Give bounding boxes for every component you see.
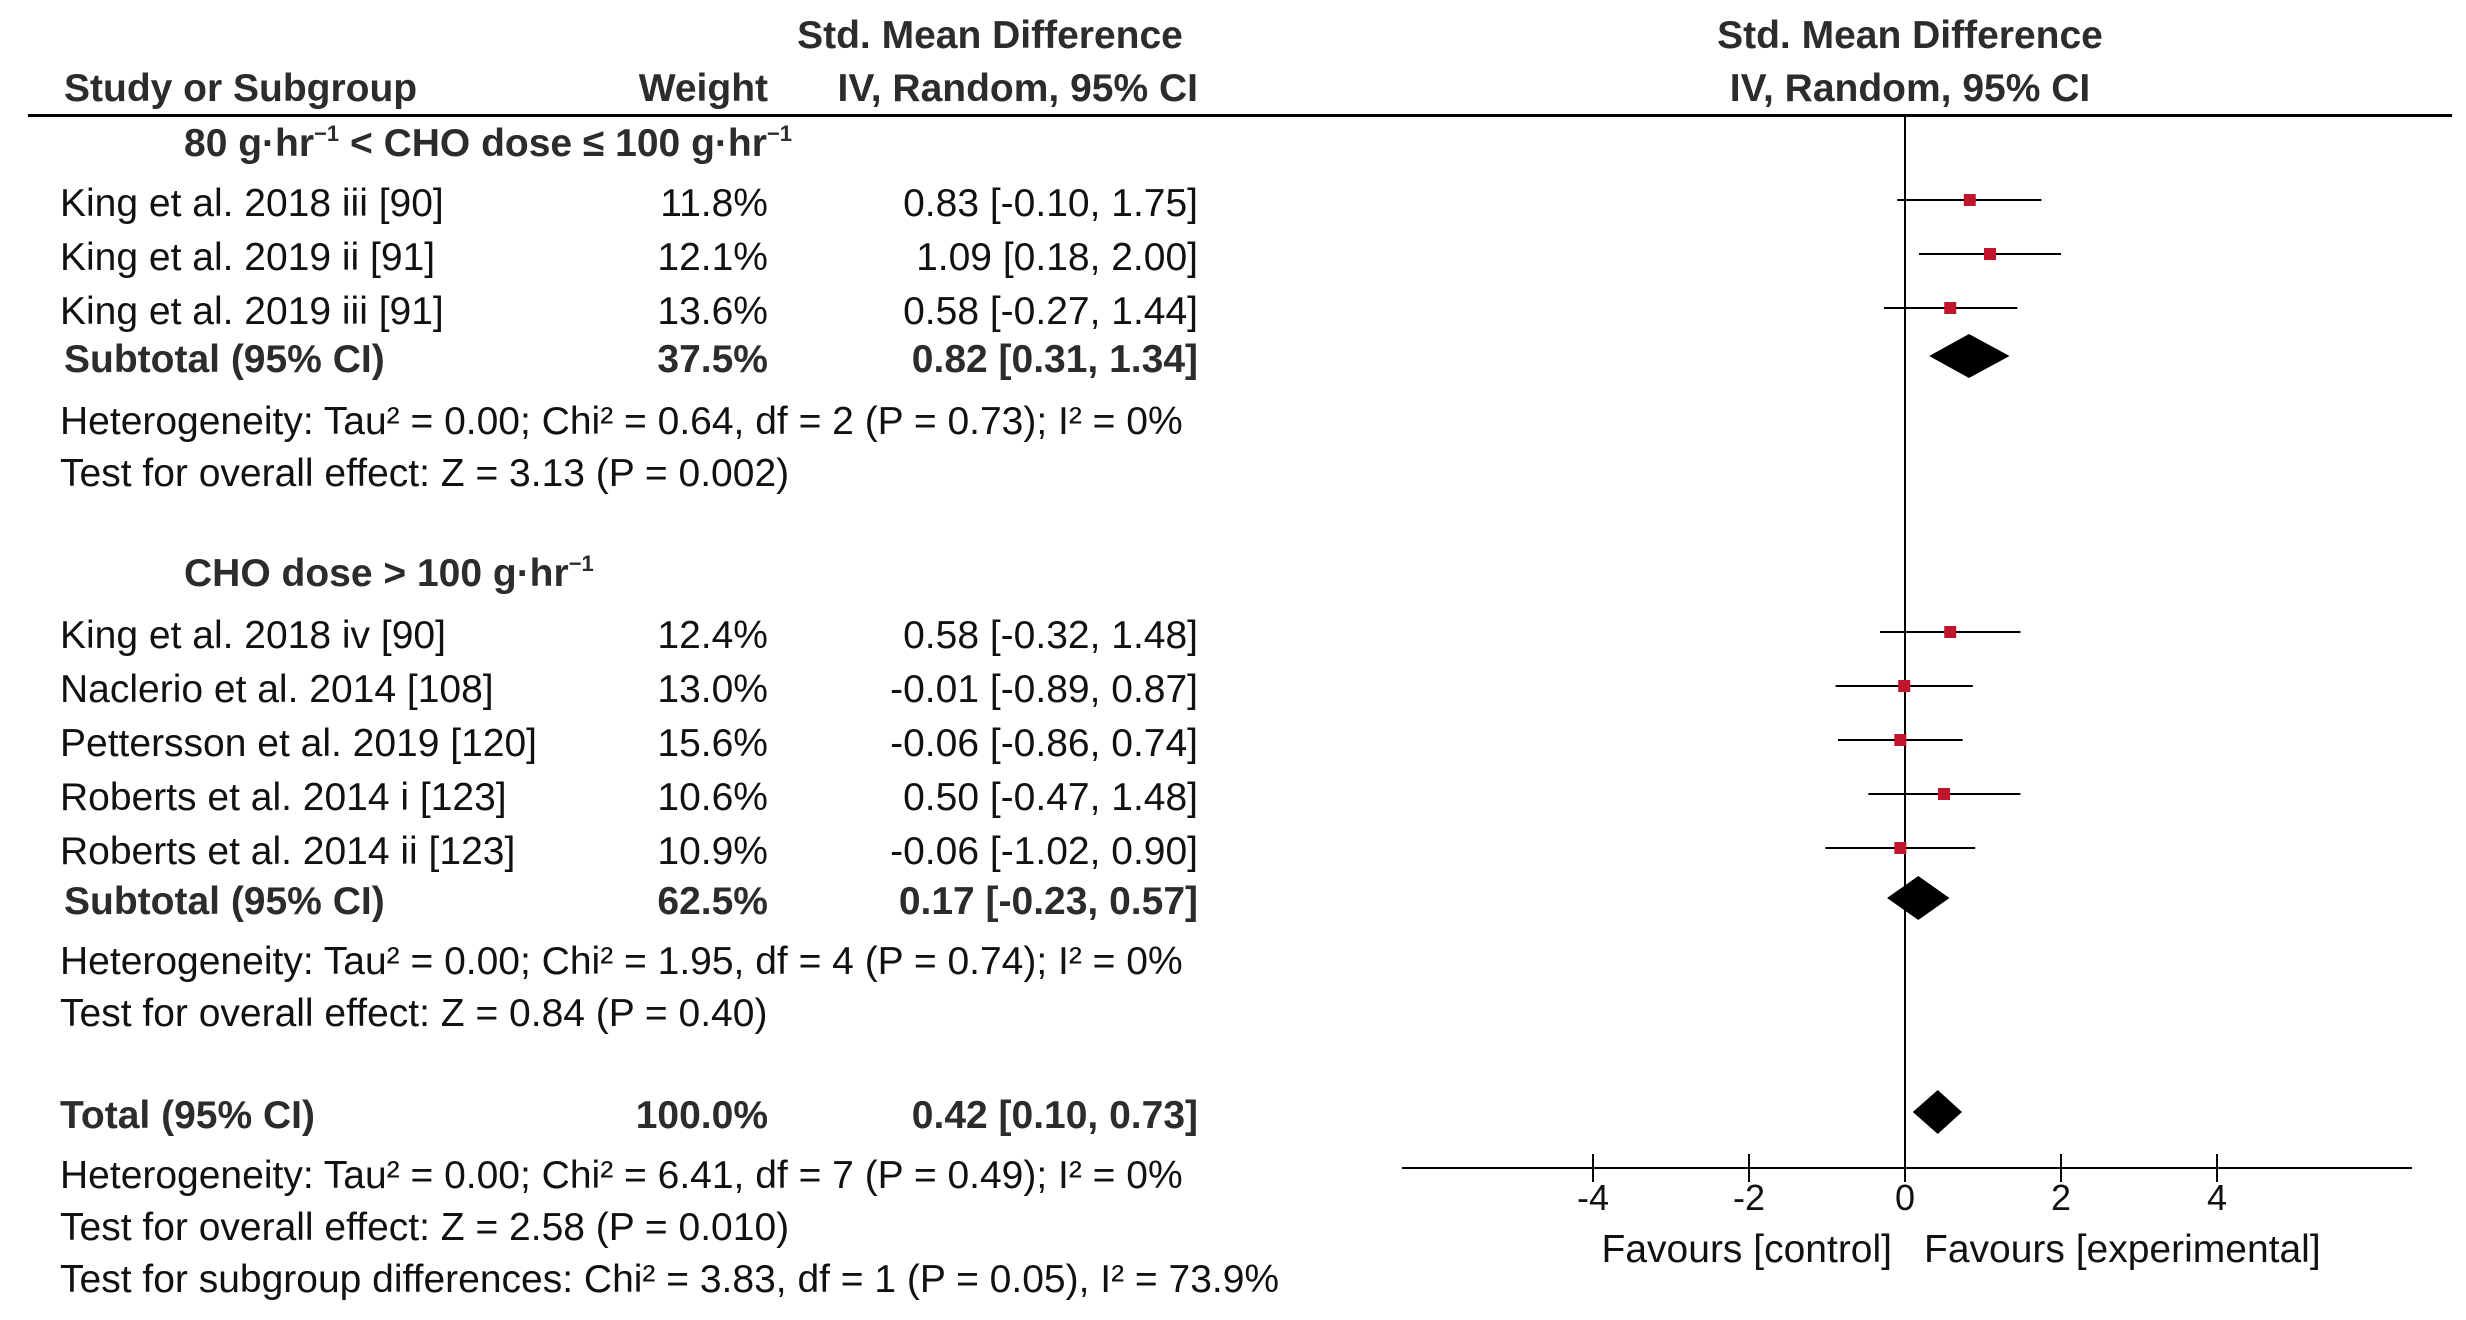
heterogeneity-text: Heterogeneity: Tau² = 0.00; Chi² = 1.95,… — [60, 940, 1183, 983]
weight-column-header: Weight — [638, 67, 768, 110]
header-rule — [28, 114, 2452, 117]
plot-subtitle: IV, Random, 95% CI — [1729, 67, 2091, 110]
subgroup-differences-text: Test for subgroup differences: Chi² = 3.… — [60, 1258, 1280, 1301]
study-ci: 1.09 [0.18, 2.00] — [916, 236, 1198, 279]
study-ci: -0.06 [-1.02, 0.90] — [890, 830, 1198, 873]
subtotal-weight: 62.5% — [657, 880, 768, 923]
study-weight: 12.4% — [657, 614, 768, 657]
study-ci: -0.06 [-0.86, 0.74] — [890, 722, 1198, 765]
total-label: Total (95% CI) — [60, 1094, 315, 1137]
study-name: King et al. 2019 ii [91] — [60, 236, 436, 279]
total-ci: 0.42 [0.10, 0.73] — [911, 1094, 1198, 1137]
study-effect-marker — [1963, 194, 1976, 206]
subtotal-label: Subtotal (95% CI) — [64, 880, 385, 923]
favours-experimental-label: Favours [experimental] — [1924, 1228, 2321, 1271]
study-weight: 13.6% — [657, 290, 768, 333]
study-effect-marker — [1894, 734, 1907, 746]
study-effect-marker — [1944, 626, 1957, 638]
subtotal-weight: 37.5% — [657, 338, 768, 381]
study-name: Naclerio et al. 2014 [108] — [60, 668, 494, 711]
study-name: Roberts et al. 2014 i [123] — [60, 776, 507, 819]
study-effect-marker — [1984, 248, 1997, 260]
subtotal-label: Subtotal (95% CI) — [64, 338, 385, 381]
subtotal-ci: 0.82 [0.31, 1.34] — [911, 338, 1198, 381]
x-tick-label: -4 — [1577, 1177, 1609, 1218]
study-ci: 0.58 [-0.32, 1.48] — [903, 614, 1198, 657]
smd-column-title: Std. Mean Difference — [797, 14, 1183, 57]
heterogeneity-text: Heterogeneity: Tau² = 0.00; Chi² = 0.64,… — [60, 400, 1183, 443]
study-weight: 10.6% — [657, 776, 768, 819]
study-ci: -0.01 [-0.89, 0.87] — [890, 668, 1198, 711]
study-effect-marker — [1938, 788, 1950, 800]
overall-effect-text: Test for overall effect: Z = 3.13 (P = 0… — [60, 452, 790, 495]
study-effect-marker — [1944, 302, 1957, 314]
overall-effect-text: Test for overall effect: Z = 0.84 (P = 0… — [60, 992, 768, 1035]
favours-control-label: Favours [control] — [1601, 1228, 1892, 1271]
study-ci: 0.50 [-0.47, 1.48] — [903, 776, 1198, 819]
x-tick-label: 2 — [2051, 1177, 2071, 1218]
total-weight: 100.0% — [635, 1094, 768, 1137]
x-tick-label: 0 — [1895, 1177, 1915, 1218]
x-tick-label: -2 — [1733, 1177, 1765, 1218]
plot-title: Std. Mean Difference — [1717, 14, 2103, 57]
study-name: King et al. 2019 iii [91] — [60, 290, 444, 333]
study-column-header: Study or Subgroup — [64, 67, 418, 110]
heterogeneity-text: Heterogeneity: Tau² = 0.00; Chi² = 6.41,… — [60, 1154, 1183, 1197]
study-weight: 11.8% — [660, 182, 768, 225]
pooled-effect-diamond — [1912, 1090, 1962, 1134]
x-tick-label: 4 — [2207, 1177, 2227, 1218]
study-weight: 13.0% — [657, 668, 768, 711]
study-name: Pettersson et al. 2019 [120] — [60, 722, 537, 765]
study-effect-marker — [1894, 842, 1907, 854]
study-weight: 12.1% — [657, 236, 768, 279]
overall-effect-text: Test for overall effect: Z = 2.58 (P = 0… — [60, 1206, 790, 1249]
study-name: King et al. 2018 iv [90] — [60, 614, 446, 657]
study-effect-marker — [1898, 680, 1911, 692]
study-weight: 10.9% — [657, 830, 768, 873]
study-name: Roberts et al. 2014 ii [123] — [60, 830, 516, 873]
ci-column-header: IV, Random, 95% CI — [837, 67, 1198, 110]
study-name: King et al. 2018 iii [90] — [60, 182, 444, 225]
subtotal-ci: 0.17 [-0.23, 0.57] — [898, 880, 1198, 923]
pooled-effect-diamond — [1887, 876, 1950, 920]
study-weight: 15.6% — [657, 722, 768, 765]
subgroup2-heading: CHO dose > 100 g·hr−1 — [184, 551, 594, 595]
subgroup1-heading: 80 g·hr−1 < CHO dose ≤ 100 g·hr−1 — [184, 121, 792, 165]
study-ci: 0.58 [-0.27, 1.44] — [903, 290, 1198, 333]
pooled-effect-diamond — [1929, 334, 2010, 378]
study-ci: 0.83 [-0.10, 1.75] — [903, 182, 1198, 225]
